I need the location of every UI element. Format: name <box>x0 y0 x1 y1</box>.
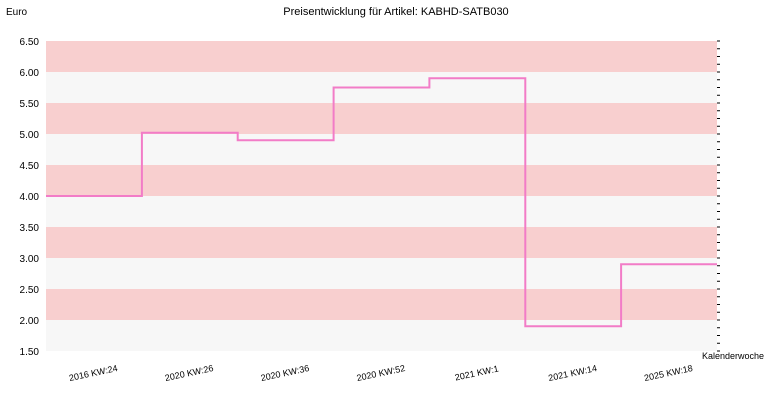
x-tick-label: 2025 KW:18 <box>643 363 693 383</box>
y-tick-label: 2.00 <box>20 316 40 327</box>
grid-band <box>46 196 717 227</box>
grid-band <box>46 134 717 165</box>
grid-band <box>46 320 717 351</box>
background-bands <box>46 41 717 351</box>
x-tick-label: 2020 KW:36 <box>260 363 310 383</box>
y-tick-label: 4.50 <box>20 161 40 172</box>
right-axis-minor-ticks <box>717 40 720 352</box>
chart-title: Preisentwicklung für Artikel: KABHD-SATB… <box>283 6 508 18</box>
y-tick-label: 5.00 <box>20 130 40 141</box>
x-tick-label: 2020 KW:52 <box>356 363 406 383</box>
grid-band <box>46 227 717 258</box>
y-tick-label: 6.00 <box>20 68 40 79</box>
x-tick-label: 2021 KW:14 <box>547 363 597 383</box>
price-series-line <box>46 77 717 328</box>
y-tick-label: 3.50 <box>20 223 40 234</box>
x-tick-label: 2020 KW:26 <box>164 363 214 383</box>
y-tick-label: 3.00 <box>20 254 40 265</box>
grid-band <box>46 258 717 289</box>
y-axis-label: Euro <box>6 7 28 18</box>
y-axis-ticks: 1.50 2.00 2.50 3.00 3.50 4.00 4.50 5.00 5.50 6.00… <box>20 37 40 358</box>
y-tick-label: 2.50 <box>20 285 40 296</box>
x-tick-label: 2016 KW:24 <box>68 363 118 383</box>
x-axis-tick-labels: 2016 KW:24 2020 KW:26 2020 KW:36 2020 KW:52… <box>68 363 694 383</box>
x-axis-label: Kalenderwoche <box>702 351 764 361</box>
y-tick-label: 1.50 <box>20 347 40 358</box>
grid-band <box>46 165 717 196</box>
grid-band <box>46 103 717 134</box>
grid-band <box>46 41 717 72</box>
y-tick-label: 6.50 <box>20 37 40 48</box>
y-tick-label: 5.50 <box>20 99 40 110</box>
grid-band <box>46 289 717 320</box>
y-tick-label: 4.00 <box>20 192 40 203</box>
x-tick-label: 2021 KW:1 <box>454 364 499 383</box>
